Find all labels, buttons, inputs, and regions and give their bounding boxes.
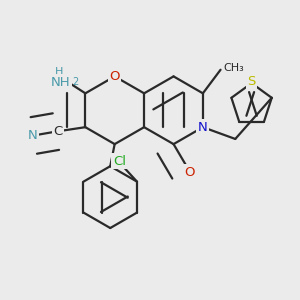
Text: N: N [198,121,208,134]
Text: O: O [184,166,195,178]
Text: N: N [28,129,37,142]
Text: Cl: Cl [113,154,126,167]
Text: NH: NH [51,76,71,89]
Text: S: S [248,75,256,88]
Text: 2: 2 [73,77,79,87]
Text: C: C [54,125,63,138]
Text: O: O [110,70,120,83]
Text: CH₃: CH₃ [224,63,244,73]
Text: H: H [55,67,63,77]
